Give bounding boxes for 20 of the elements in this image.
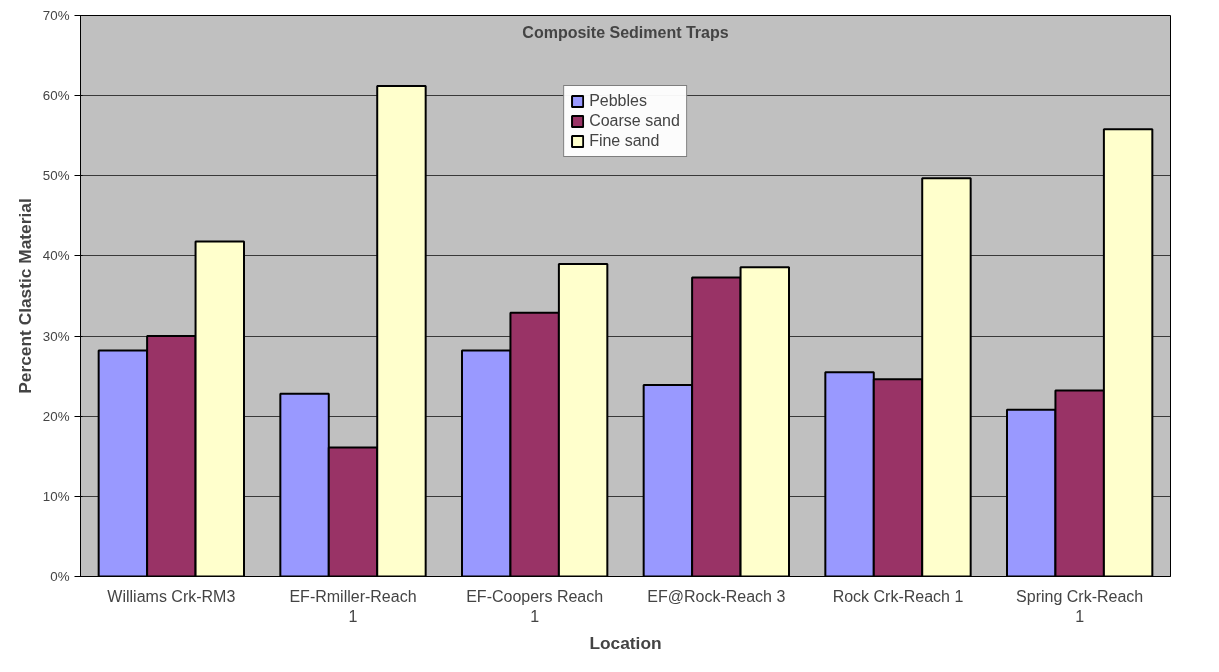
x-tick-label: Spring Crk-Reach 1 xyxy=(1016,587,1144,625)
x-tick-label: EF-Coopers Reach 1 xyxy=(466,587,604,625)
legend-label: Fine sand xyxy=(589,132,660,150)
y-tick-label: 20% xyxy=(42,408,70,424)
y-tick-label: 40% xyxy=(42,248,70,264)
x-tick-label: Rock Crk-Reach 1 xyxy=(832,587,964,605)
y-tick-label: 70% xyxy=(42,8,70,23)
text: Composite Sediment Traps xyxy=(522,23,729,41)
y-axis-title: Percent Clastic Material xyxy=(14,198,35,394)
y-tick-label: 0% xyxy=(50,569,70,584)
y-tick-label: 10% xyxy=(42,488,70,504)
x-tick-label: EF-Rmiller-Reach 1 xyxy=(289,587,417,625)
legend-label: Pebbles xyxy=(589,92,647,110)
x-tick-label: EF@Rock-Reach 3 xyxy=(647,587,786,605)
x-axis-title: Location xyxy=(589,632,662,653)
y-tick-label: 50% xyxy=(42,168,70,184)
y-tick-label: 30% xyxy=(42,328,70,344)
x-tick-label: Williams Crk-RM3 xyxy=(107,587,236,605)
legend-label: Coarse sand xyxy=(589,112,680,130)
y-tick-label: 60% xyxy=(42,88,70,104)
